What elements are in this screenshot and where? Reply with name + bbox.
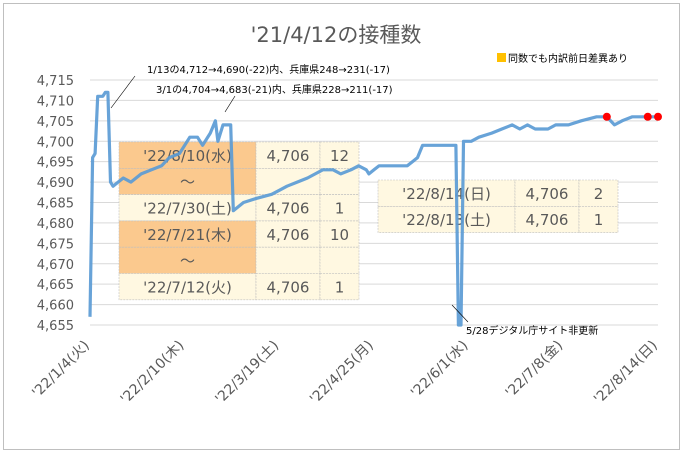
left-table-text: '22/7/30(土)	[143, 200, 232, 218]
left-table-cell	[118, 273, 257, 301]
red-marker	[602, 112, 611, 121]
right-table-text: 4,706	[526, 185, 569, 203]
left-table-text: 12	[330, 147, 349, 165]
left-table-text: 4,706	[267, 278, 310, 296]
y-tick-label: 4,655	[37, 319, 74, 334]
right-table-text: '22/8/14(日)	[402, 185, 491, 203]
chart-title: '21/4/12の接種数	[251, 23, 422, 47]
right-table-cell	[514, 179, 580, 207]
left-table-cell	[255, 168, 321, 195]
left-table-text: 1	[335, 200, 345, 218]
annotation-leader-2	[224, 95, 236, 113]
left-table-cell	[255, 220, 321, 248]
right-table-text: 1	[594, 211, 604, 229]
left-table-cell	[118, 220, 257, 248]
annotation-leader-1	[110, 75, 136, 109]
right-table-text: '22/8/13(土)	[402, 211, 491, 229]
right-table-cell	[578, 206, 619, 233]
table-layer: '22/8/10(水) 4,706 12〜'22/7/30(土) 4,706 1'22/…	[118, 141, 619, 301]
annotation-3: 5/28デジタル庁サイト非更新	[466, 324, 598, 337]
left-table-text: 4,706	[267, 147, 310, 165]
left-table-cell	[255, 141, 321, 169]
left-table-text: 4,706	[267, 226, 310, 244]
left-table-text: '22/8/10(水)	[143, 147, 232, 165]
series-line	[88, 90, 658, 327]
y-tick-label: 4,660	[37, 299, 74, 314]
legend-swatch	[497, 53, 506, 62]
left-table-cell	[255, 273, 321, 301]
y-tick-label: 4,710	[37, 94, 74, 109]
left-table-cell	[319, 168, 360, 195]
left-table-cell	[118, 246, 257, 274]
annotation-1: 1/13の4,712→4,690(-22)内、兵庫県248→231(-17)	[147, 63, 390, 76]
left-table-text: 10	[330, 226, 349, 244]
left-table-text: '22/7/21(木)	[143, 226, 232, 244]
left-table-cell	[319, 141, 360, 169]
y-tick-label: 4,680	[37, 217, 74, 232]
line-layer	[88, 90, 658, 327]
left-table-text: 4,706	[267, 200, 310, 218]
right-table-text: 2	[594, 185, 604, 203]
left-table-text: 1	[335, 278, 345, 296]
y-tick-label: 4,715	[37, 74, 74, 89]
y-tick-label: 4,675	[37, 237, 74, 252]
annotation-2: 3/1の4,704→4,683(-21)内、兵庫県228→211(-17)	[156, 83, 393, 96]
left-table-cell	[319, 246, 360, 274]
right-table-cell	[514, 206, 580, 233]
left-table-text: '22/7/12(火)	[143, 278, 232, 296]
right-table-cell	[578, 179, 619, 207]
y-tick-label: 4,670	[37, 258, 74, 273]
right-table-text: 4,706	[526, 211, 569, 229]
left-table-cell	[255, 246, 321, 274]
y-tick-label: 4,705	[37, 115, 74, 130]
left-table-cell	[319, 220, 360, 248]
left-table-text: 〜	[180, 252, 195, 270]
left-table-cell	[255, 194, 321, 222]
red-marker	[654, 112, 662, 121]
y-tick-label: 4,690	[37, 176, 74, 191]
left-table-cell	[319, 194, 360, 222]
y-tick-label: 4,695	[37, 156, 74, 171]
y-tick-label: 4,700	[37, 135, 74, 150]
left-table-text: 〜	[180, 173, 195, 191]
red-marker	[643, 112, 652, 121]
marker-layer	[602, 112, 662, 121]
left-table-cell	[319, 273, 360, 301]
y-tick-label: 4,685	[37, 197, 74, 212]
y-tick-label: 4,665	[37, 278, 74, 293]
annotation-leader-3	[451, 304, 469, 323]
y-axis-ticks: 4,655 4,660 4,665 4,670 4,675 4,680 4,685 4,690…	[37, 74, 74, 334]
right-table-cell	[377, 179, 516, 207]
legend-note: 同数でも内訳前日差異あり	[508, 52, 628, 65]
